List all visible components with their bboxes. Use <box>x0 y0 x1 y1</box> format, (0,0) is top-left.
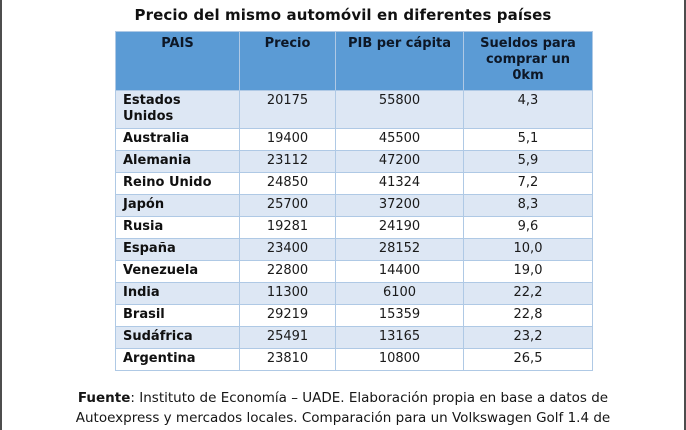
cell-sueldos: 26,5 <box>463 348 593 371</box>
cell-pib: 45500 <box>335 128 464 151</box>
source-note: Fuente: Instituto de Economía – UADE. El… <box>63 389 623 430</box>
table-row: España 23400 28152 10,0 <box>115 238 593 261</box>
cell-precio: 29219 <box>239 304 336 327</box>
cell-precio: 25700 <box>239 194 336 217</box>
header-cell-sueldos: Sueldos para comprar un 0km <box>463 31 593 91</box>
cell-sueldos: 4,3 <box>463 90 593 129</box>
table-row: Sudáfrica 25491 13165 23,2 <box>115 326 593 349</box>
table-header-row: PAIS Precio PIB per cápita Sueldos para … <box>115 31 593 91</box>
cell-pais: Sudáfrica <box>115 326 240 349</box>
cell-pais: Estados Unidos <box>115 90 240 129</box>
table-body: Estados Unidos 20175 55800 4,3 Australia… <box>115 90 593 371</box>
cell-sueldos: 8,3 <box>463 194 593 217</box>
cell-pib: 10800 <box>335 348 464 371</box>
table-row: Estados Unidos 20175 55800 4,3 <box>115 90 593 129</box>
page-title: Precio del mismo automóvil en diferentes… <box>134 6 552 24</box>
header-cell-pib: PIB per cápita <box>335 31 464 91</box>
cell-pais: Reino Unido <box>115 172 240 195</box>
cell-pais: India <box>115 282 240 305</box>
cell-pib: 47200 <box>335 150 464 173</box>
cell-sueldos: 5,1 <box>463 128 593 151</box>
cell-sueldos: 9,6 <box>463 216 593 239</box>
cell-precio: 23810 <box>239 348 336 371</box>
cell-pib: 55800 <box>335 90 464 129</box>
cell-pais: Rusia <box>115 216 240 239</box>
table-row: Japón 25700 37200 8,3 <box>115 194 593 217</box>
table-row: Reino Unido 24850 41324 7,2 <box>115 172 593 195</box>
cell-pais: Alemania <box>115 150 240 173</box>
table-header: PAIS Precio PIB per cápita Sueldos para … <box>115 31 593 91</box>
cell-pib: 6100 <box>335 282 464 305</box>
cell-sueldos: 10,0 <box>463 238 593 261</box>
cell-sueldos: 19,0 <box>463 260 593 283</box>
cell-pais: Australia <box>115 128 240 151</box>
table-row: Rusia 19281 24190 9,6 <box>115 216 593 239</box>
table-row: India 11300 6100 22,2 <box>115 282 593 305</box>
cell-pib: 15359 <box>335 304 464 327</box>
cell-sueldos: 23,2 <box>463 326 593 349</box>
cell-precio: 20175 <box>239 90 336 129</box>
cell-pais: Venezuela <box>115 260 240 283</box>
header-cell-pais: PAIS <box>115 31 240 91</box>
cell-pib: 24190 <box>335 216 464 239</box>
cell-pais: Brasil <box>115 304 240 327</box>
table-row: Brasil 29219 15359 22,8 <box>115 304 593 327</box>
cell-sueldos: 5,9 <box>463 150 593 173</box>
cell-pais: España <box>115 238 240 261</box>
cell-pais: Argentina <box>115 348 240 371</box>
prices-table: PAIS Precio PIB per cápita Sueldos para … <box>115 31 593 371</box>
header-cell-precio: Precio <box>239 31 336 91</box>
cell-pib: 28152 <box>335 238 464 261</box>
cell-sueldos: 22,2 <box>463 282 593 305</box>
table-row: Venezuela 22800 14400 19,0 <box>115 260 593 283</box>
cell-precio: 11300 <box>239 282 336 305</box>
cell-precio: 22800 <box>239 260 336 283</box>
cell-pib: 14400 <box>335 260 464 283</box>
cell-precio: 19281 <box>239 216 336 239</box>
cell-precio: 24850 <box>239 172 336 195</box>
table-row: Alemania 23112 47200 5,9 <box>115 150 593 173</box>
cell-precio: 23400 <box>239 238 336 261</box>
cell-pais: Japón <box>115 194 240 217</box>
cell-pib: 13165 <box>335 326 464 349</box>
table-row: Australia 19400 45500 5,1 <box>115 128 593 151</box>
cell-precio: 25491 <box>239 326 336 349</box>
cell-pib: 37200 <box>335 194 464 217</box>
cell-precio: 19400 <box>239 128 336 151</box>
source-label: Fuente <box>77 390 131 406</box>
cell-pib: 41324 <box>335 172 464 195</box>
table-row: Argentina 23810 10800 26,5 <box>115 348 593 371</box>
cell-sueldos: 22,8 <box>463 304 593 327</box>
cell-precio: 23112 <box>239 150 336 173</box>
source-text: : Instituto de Economía – UADE. Elaborac… <box>75 390 611 430</box>
cell-sueldos: 7,2 <box>463 172 593 195</box>
